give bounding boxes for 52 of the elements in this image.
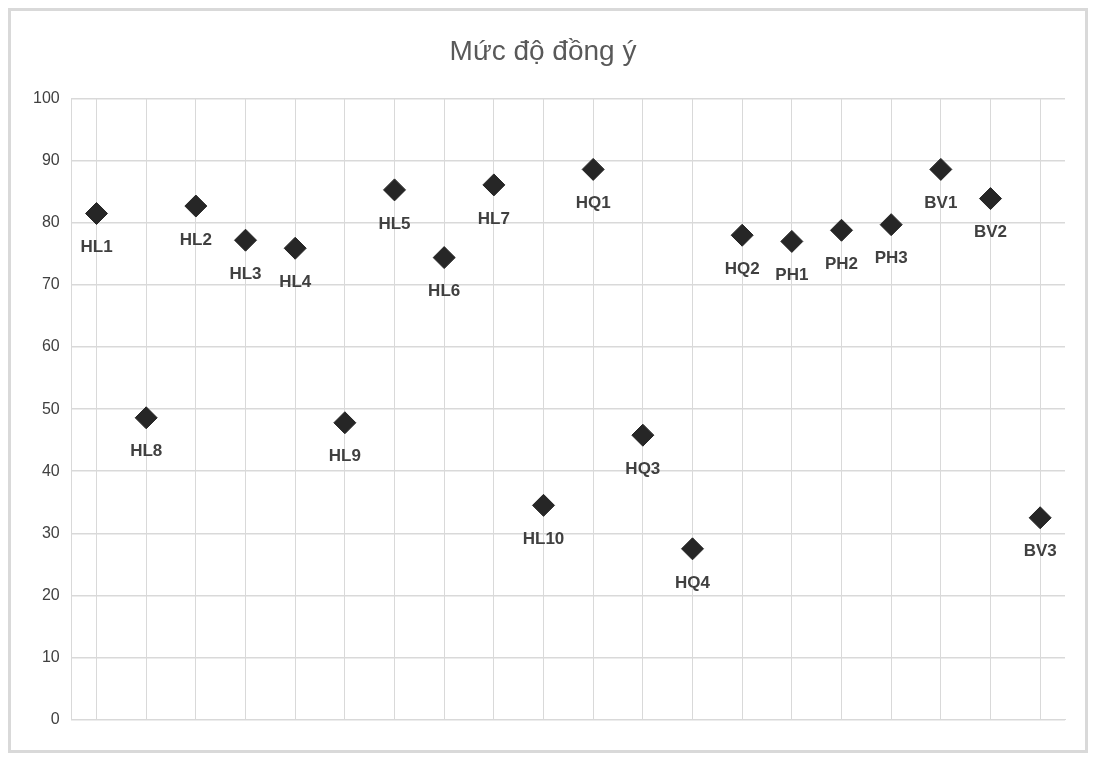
point — [134, 406, 158, 430]
annotation: PH3 — [874, 248, 908, 268]
y-tick-label: 100 — [32, 89, 60, 107]
y-tick-label: 90 — [41, 151, 60, 169]
point — [1028, 506, 1052, 530]
point — [85, 201, 109, 225]
y-tick-label: 0 — [50, 710, 60, 728]
annotation: HQ2 — [724, 258, 760, 278]
y-tick-label: 80 — [41, 213, 60, 231]
point — [631, 423, 655, 447]
y-tick-label: 30 — [41, 523, 60, 541]
annotation: HL7 — [477, 208, 510, 228]
point — [283, 236, 307, 260]
point — [581, 157, 605, 181]
annotation: HQ3 — [625, 458, 661, 478]
point — [681, 537, 705, 561]
point — [730, 223, 754, 247]
point — [482, 173, 506, 197]
annotation: BV1 — [924, 193, 958, 213]
point — [879, 213, 903, 237]
annotation: HL3 — [229, 263, 262, 283]
y-tick-label: 50 — [41, 399, 60, 417]
y-tick-label: 70 — [41, 275, 60, 293]
annotation: HL2 — [179, 229, 212, 249]
point — [333, 411, 357, 435]
point — [234, 228, 258, 252]
point — [532, 493, 556, 517]
annotation: PH1 — [775, 265, 809, 285]
point — [780, 229, 804, 253]
annotation: HQ4 — [675, 572, 711, 592]
point — [979, 187, 1002, 211]
y-tick-label: 20 — [41, 585, 60, 603]
point — [830, 218, 854, 242]
point — [432, 246, 456, 270]
annotation: HL4 — [279, 271, 312, 291]
chart-title: Mức độ đồng ý — [449, 34, 637, 66]
annotation: HQ1 — [575, 193, 611, 213]
y-tick-label: 10 — [41, 647, 60, 665]
y-tick-label: 60 — [41, 337, 60, 355]
point — [184, 194, 208, 218]
annotation: PH2 — [824, 253, 859, 273]
annotation: BV2 — [973, 222, 1008, 242]
point — [929, 157, 953, 181]
y-tick-label: 40 — [41, 461, 60, 479]
point — [383, 178, 407, 202]
annotation: HL9 — [328, 446, 361, 466]
annotation: HL5 — [378, 213, 411, 233]
annotation: HL8 — [130, 441, 163, 461]
annotation: BV3 — [1023, 541, 1057, 561]
annotation: HL6 — [428, 281, 461, 301]
annotation: HL1 — [80, 237, 113, 257]
annotation: HL10 — [522, 529, 565, 549]
